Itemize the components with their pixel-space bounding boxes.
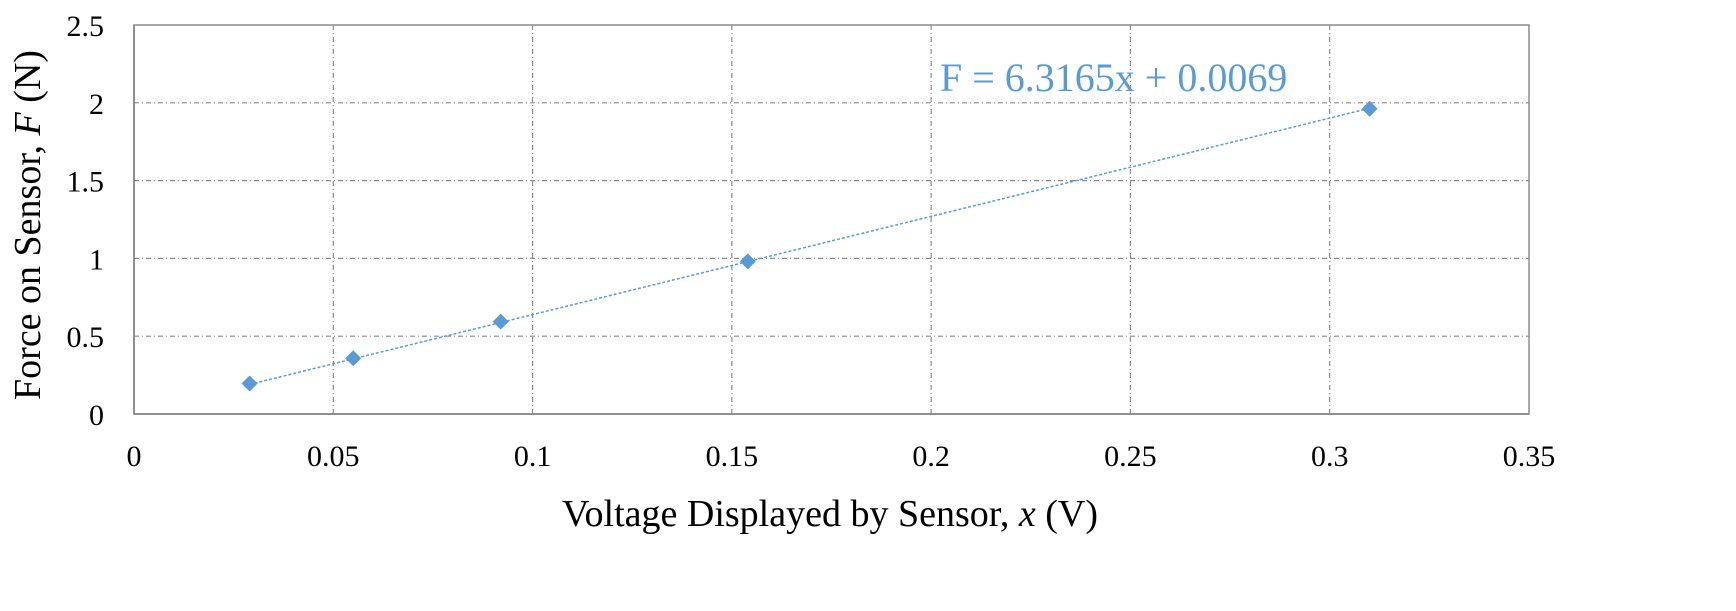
trendline-equation: F = 6.3165x + 0.0069 bbox=[940, 55, 1287, 100]
x-tick-label: 0.15 bbox=[706, 440, 759, 473]
x-axis-title: Voltage Displayed by Sensor, x (V) bbox=[562, 493, 1098, 535]
x-tick-label: 0.1 bbox=[514, 440, 552, 473]
x-tick-label: 0.05 bbox=[307, 440, 360, 473]
trendline bbox=[249, 107, 1370, 386]
tick-labels: 0 0.05 0.1 0.15 0.2 0.25 0.3 0.35 0 0.5 1 1.5 2 2.5 bbox=[67, 10, 1556, 473]
data-point bbox=[241, 375, 258, 392]
y-tick-label: 1 bbox=[89, 243, 104, 276]
x-tick-label: 0 bbox=[127, 440, 142, 473]
trendline-group bbox=[249, 107, 1370, 386]
y-tick-label: 2.5 bbox=[67, 10, 105, 43]
y-tick-label: 0.5 bbox=[67, 321, 105, 354]
y-tick-label: 0 bbox=[89, 399, 104, 432]
x-tick-label: 0.25 bbox=[1104, 440, 1157, 473]
x-axis-title-text: Voltage Displayed by Sensor, bbox=[562, 493, 1019, 535]
x-tick-label: 0.3 bbox=[1311, 440, 1349, 473]
x-tick-label: 0.2 bbox=[912, 440, 950, 473]
plot-area bbox=[133, 24, 1530, 415]
y-axis-title-text: Force on Sensor, bbox=[7, 136, 49, 400]
axes bbox=[133, 25, 1529, 415]
data-point bbox=[345, 350, 362, 367]
x-axis-title-variable: x bbox=[1018, 493, 1036, 535]
y-tick-label: 2 bbox=[89, 88, 104, 121]
y-axis-title-unit: (N) bbox=[7, 50, 49, 112]
y-axis-title-variable: F bbox=[7, 112, 49, 137]
data-point bbox=[492, 313, 509, 330]
gridlines bbox=[134, 25, 1529, 414]
x-axis-title-unit: (V) bbox=[1036, 493, 1098, 535]
data-point bbox=[739, 253, 756, 270]
y-tick-label: 1.5 bbox=[67, 166, 105, 199]
x-tick-label: 0.35 bbox=[1503, 440, 1556, 473]
data-point bbox=[1361, 100, 1378, 117]
data-points bbox=[241, 100, 1378, 392]
y-axis-title: Force on Sensor, F (N) bbox=[7, 50, 49, 400]
